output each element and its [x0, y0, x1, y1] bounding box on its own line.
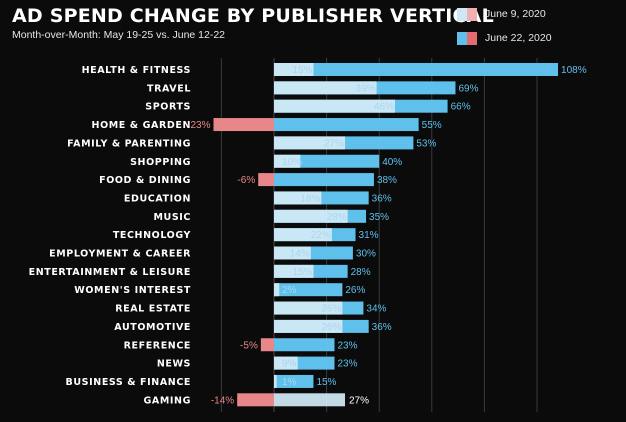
value-label-june-9: 9% — [282, 359, 297, 370]
value-label-june-9: 22% — [311, 230, 331, 241]
value-label-june-9: 15% — [292, 65, 312, 76]
category-label: BUSINESS & FINANCE — [66, 377, 191, 388]
value-label-june-22: 23% — [337, 340, 357, 351]
category-label: EMPLOYMENT & CAREER — [49, 249, 191, 260]
category-label: WOMEN'S INTEREST — [74, 285, 191, 296]
value-label-june-22: 23% — [337, 359, 357, 370]
category-label: ENTERTAINMENT & LEISURE — [29, 267, 191, 278]
category-label: SPORTS — [145, 102, 191, 113]
value-label-june-22: 36% — [372, 193, 392, 204]
category-label: MUSIC — [153, 212, 191, 223]
value-label-june-22: 38% — [377, 175, 397, 186]
value-label-june-9: 18% — [300, 193, 320, 204]
category-label: SHOPPING — [130, 157, 191, 168]
value-label-june-22: 69% — [458, 83, 478, 94]
bar-june-9 — [274, 393, 346, 407]
legend-swatch-june-22 — [457, 31, 477, 45]
value-label-june-22: 35% — [369, 212, 389, 223]
category-label: HOME & GARDEN — [92, 120, 191, 131]
value-label-june-9: 28% — [327, 212, 347, 223]
bar-june-22 — [274, 374, 314, 388]
bar-june-9 — [274, 319, 343, 333]
bar-negative — [258, 173, 274, 187]
bar-june-22 — [274, 118, 419, 132]
bar-june-9 — [274, 99, 395, 113]
value-label-june-9: 26% — [321, 322, 341, 333]
value-label-negative: -14% — [211, 395, 234, 406]
bar-june-9 — [274, 264, 314, 278]
value-label-june-9: 27% — [349, 395, 369, 406]
bar-negative — [213, 118, 274, 132]
value-label-june-9: 2% — [282, 285, 297, 296]
value-label-june-22: 30% — [356, 249, 376, 260]
category-label: TECHNOLOGY — [113, 230, 191, 241]
value-label-june-22: 26% — [345, 285, 365, 296]
value-label-june-22: 15% — [316, 377, 336, 388]
category-label: REAL ESTATE — [115, 304, 191, 315]
bar-june-9 — [274, 209, 348, 223]
bar-june-9 — [274, 154, 301, 168]
bar-june-9 — [274, 191, 322, 205]
category-label: FAMILY & PARENTING — [67, 138, 191, 149]
bar-june-9 — [274, 301, 343, 315]
value-label-june-9: 1% — [282, 377, 297, 388]
value-label-june-22: 28% — [351, 267, 371, 278]
bar-june-9 — [274, 356, 298, 370]
value-label-june-9: 27% — [324, 138, 344, 149]
bar-june-9 — [274, 228, 332, 242]
value-label-june-22: 36% — [372, 322, 392, 333]
category-label: EDUCATION — [124, 193, 191, 204]
chart-subtitle: Month-over-Month: May 19-25 vs. June 12-… — [12, 29, 226, 41]
category-label: AUTOMOTIVE — [114, 322, 191, 333]
category-label: HEALTH & FITNESS — [82, 65, 191, 76]
bar-june-22 — [274, 173, 374, 187]
category-label: TRAVEL — [147, 83, 191, 94]
value-label-june-22: 108% — [561, 65, 587, 76]
bar-june-22 — [274, 338, 335, 352]
legend-swatch-june-9 — [457, 7, 477, 21]
bar-negative — [260, 338, 274, 352]
legend-label-june-9: June 9, 2020 — [485, 8, 546, 20]
legend-item-june-22: June 22, 2020 — [457, 31, 552, 45]
category-label: REFERENCE — [124, 340, 191, 351]
value-label-june-22: 66% — [451, 102, 471, 113]
chart-title: AD SPEND CHANGE BY PUBLISHER VERTICAL — [12, 5, 494, 27]
category-label: GAMING — [144, 395, 192, 406]
legend: June 9, 2020 June 22, 2020 — [457, 7, 552, 55]
bar-june-9 — [274, 374, 277, 388]
value-label-june-9: 15% — [292, 267, 312, 278]
value-label-negative: -23% — [187, 120, 210, 131]
bar-june-9 — [274, 283, 280, 297]
category-label: FOOD & DINING — [99, 175, 191, 186]
value-label-june-22: 53% — [416, 138, 436, 149]
bar-june-9 — [274, 246, 311, 260]
value-label-june-22: 40% — [382, 157, 402, 168]
bar-june-22 — [274, 63, 559, 76]
value-label-june-9: 10% — [282, 157, 302, 168]
bar-june-9 — [274, 81, 377, 95]
value-label-negative: -5% — [240, 340, 258, 351]
value-label-june-9: 26% — [321, 304, 341, 315]
value-label-june-9: 46% — [374, 102, 394, 113]
category-label: NEWS — [157, 359, 191, 370]
value-label-june-22: 34% — [366, 304, 386, 315]
value-label-june-22: 31% — [359, 230, 379, 241]
legend-item-june-9: June 9, 2020 — [457, 7, 552, 21]
bar-june-9 — [274, 63, 314, 76]
value-label-june-22: 55% — [422, 120, 442, 131]
bar-june-22 — [274, 283, 343, 297]
value-label-negative: -6% — [237, 175, 255, 186]
value-label-june-9: 14% — [290, 249, 310, 260]
value-label-june-9: 39% — [356, 83, 376, 94]
legend-label-june-22: June 22, 2020 — [485, 32, 552, 44]
bar-june-9 — [274, 136, 346, 150]
bar-negative — [237, 393, 274, 407]
